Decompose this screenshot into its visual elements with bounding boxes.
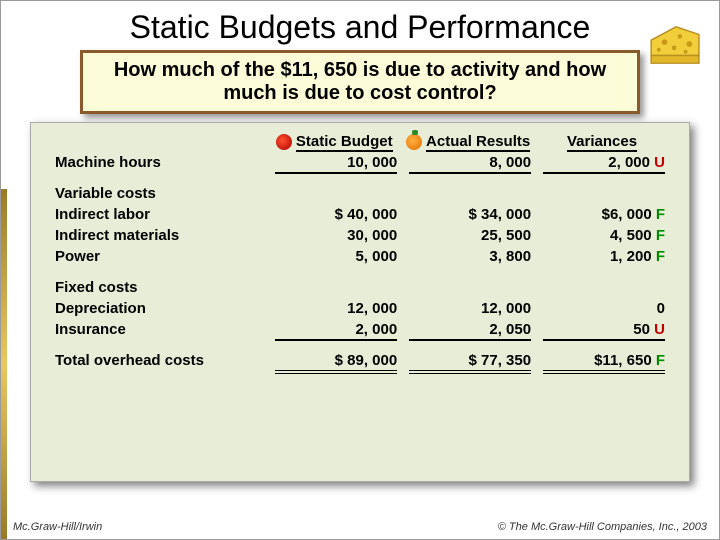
cell-static: 5, 000 xyxy=(267,246,401,267)
cell-actual: $ 34, 000 xyxy=(401,204,535,225)
cell-variance-total: $11, 650 F xyxy=(535,350,669,371)
col-header-actual: Actual Results xyxy=(426,133,530,152)
footer-left: Mc.Graw-Hill/Irwin xyxy=(13,521,102,533)
question-callout: How much of the $11, 650 is due to activ… xyxy=(80,50,640,114)
orange-icon xyxy=(406,134,422,150)
variance-table: Static Budget Actual Results Variances M… xyxy=(51,131,669,371)
cell-actual: 25, 500 xyxy=(401,225,535,246)
row-label: Indirect materials xyxy=(51,225,267,246)
col-header-static: Static Budget xyxy=(296,133,393,152)
row-label: Depreciation xyxy=(51,298,267,319)
cell-static: 2, 000 xyxy=(267,319,401,340)
row-label: Power xyxy=(51,246,267,267)
cell-variance: 0 xyxy=(535,298,669,319)
cell-actual: 3, 800 xyxy=(401,246,535,267)
side-accent-stripe xyxy=(1,189,7,539)
cell-variance: 4, 500 F xyxy=(535,225,669,246)
apple-icon xyxy=(276,134,292,150)
section-header-variable: Variable costs xyxy=(51,183,267,204)
cell-variance: $6, 000 F xyxy=(535,204,669,225)
slide-footer: Mc.Graw-Hill/Irwin © The Mc.Graw-Hill Co… xyxy=(13,521,707,533)
row-label: Machine hours xyxy=(51,152,267,173)
row-label: Insurance xyxy=(51,319,267,340)
cell-static: 12, 000 xyxy=(267,298,401,319)
cell-actual: 12, 000 xyxy=(401,298,535,319)
cell-static: 30, 000 xyxy=(267,225,401,246)
col-header-variances: Variances xyxy=(567,133,637,152)
cell-static: 10, 000 xyxy=(267,152,401,173)
cell-static-total: $ 89, 000 xyxy=(267,350,401,371)
section-header-fixed: Fixed costs xyxy=(51,277,267,298)
row-label-total: Total overhead costs xyxy=(51,350,267,371)
cell-actual-total: $ 77, 350 xyxy=(401,350,535,371)
slide-title: Static Budgets and Performance xyxy=(1,1,719,50)
footer-right: © The Mc.Graw-Hill Companies, Inc., 2003 xyxy=(498,521,707,533)
cell-static: $ 40, 000 xyxy=(267,204,401,225)
row-label: Indirect labor xyxy=(51,204,267,225)
cell-variance: 1, 200 F xyxy=(535,246,669,267)
cheese-icon xyxy=(647,23,705,67)
cell-variance: 50 U xyxy=(535,319,669,340)
variance-table-panel: Static Budget Actual Results Variances M… xyxy=(30,122,690,482)
cell-actual: 8, 000 xyxy=(401,152,535,173)
cell-actual: 2, 050 xyxy=(401,319,535,340)
cell-variance: 2, 000 U xyxy=(535,152,669,173)
